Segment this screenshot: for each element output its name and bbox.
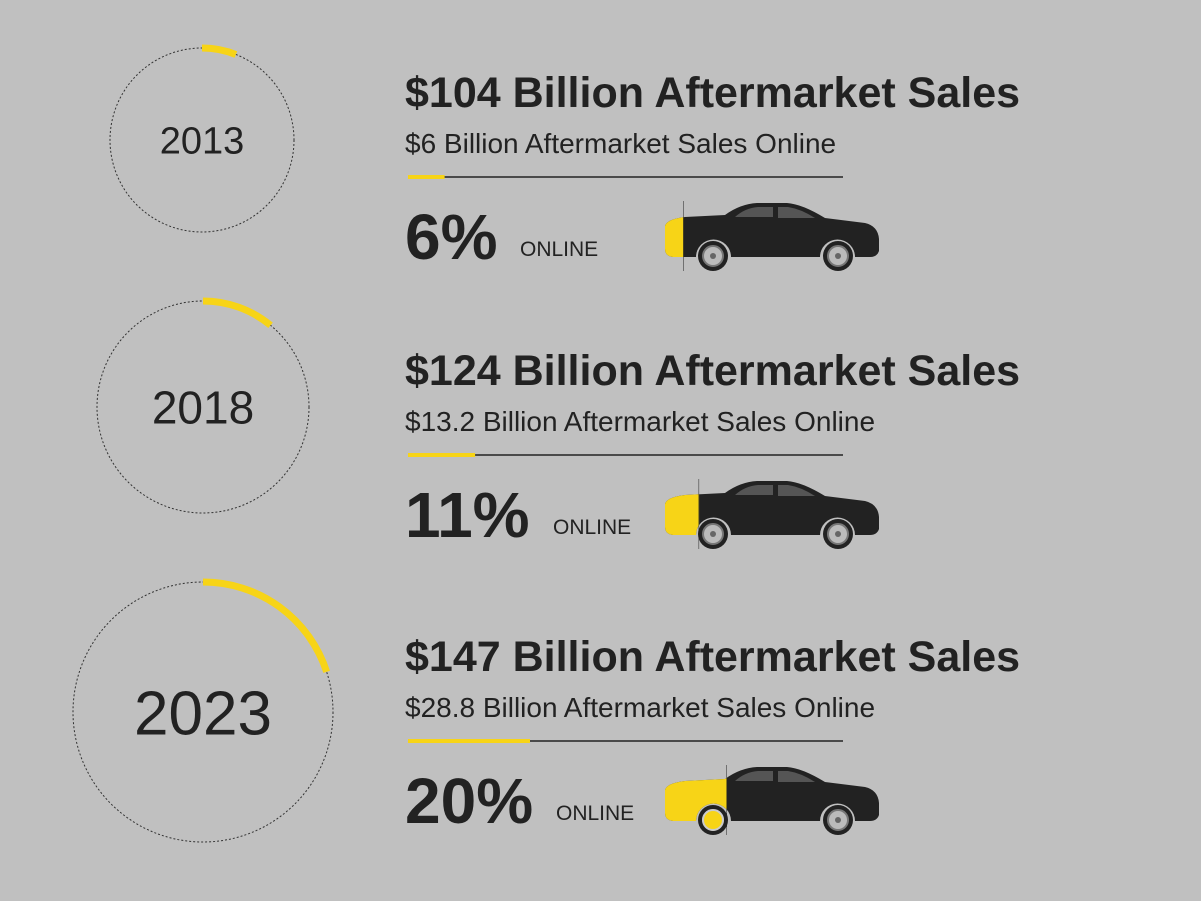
hub	[835, 817, 841, 823]
headline: $104 Billion Aftermarket Sales	[405, 69, 1020, 117]
headline: $124 Billion Aftermarket Sales	[405, 347, 1020, 395]
car	[665, 201, 879, 271]
car-window	[778, 771, 815, 782]
car-share	[665, 765, 727, 835]
subtitle: $6 Billion Aftermarket Sales Online	[405, 128, 836, 159]
headline: $147 Billion Aftermarket Sales	[405, 633, 1020, 681]
car	[665, 765, 879, 835]
year: 2013	[160, 121, 245, 163]
hub	[710, 253, 716, 259]
rim-share	[702, 809, 724, 831]
share-percent: 6%	[405, 201, 498, 273]
share-bar	[408, 453, 476, 457]
online-label: ONLINE	[553, 516, 631, 539]
share-arc	[202, 297, 273, 329]
year: 2023	[134, 679, 272, 748]
hub	[710, 531, 716, 537]
car	[665, 479, 879, 549]
share-arc	[201, 44, 238, 58]
subtitle: $28.8 Billion Aftermarket Sales Online	[405, 692, 875, 723]
share-percent: 11%	[405, 479, 530, 551]
car-window	[778, 485, 815, 496]
car-window	[778, 207, 815, 218]
hub	[835, 531, 841, 537]
car-window	[735, 485, 773, 495]
year: 2018	[152, 382, 254, 434]
share-arc	[202, 578, 330, 673]
subtitle: $13.2 Billion Aftermarket Sales Online	[405, 406, 875, 437]
share-percent: 20%	[405, 765, 533, 837]
share-bar	[408, 175, 445, 179]
car-window	[735, 207, 773, 217]
online-label: ONLINE	[556, 802, 634, 825]
car-window	[735, 771, 773, 781]
year-ring	[96, 300, 310, 514]
share-bar	[408, 739, 530, 743]
online-label: ONLINE	[520, 238, 598, 261]
hub	[835, 253, 841, 259]
